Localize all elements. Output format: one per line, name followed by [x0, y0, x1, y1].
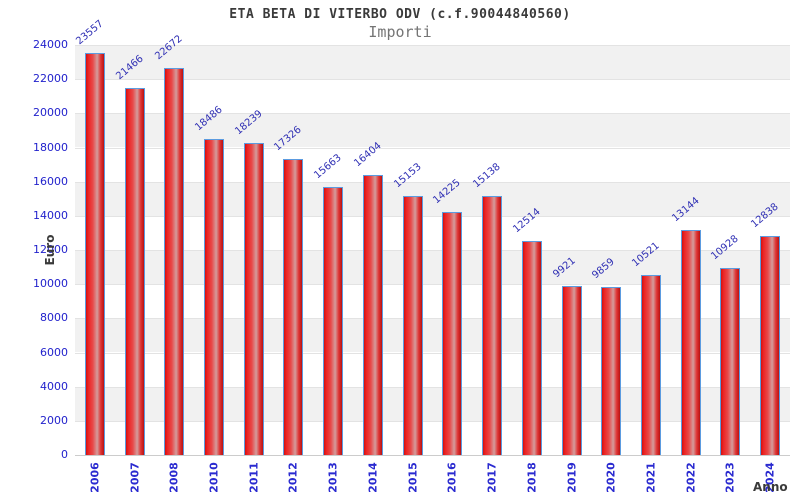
bar-2017 — [482, 196, 503, 455]
grid-band — [75, 352, 790, 387]
x-tick-label: 2011 — [247, 462, 261, 493]
chart-title: ETA BETA DI VITERBO ODV (c.f.90044840560… — [229, 7, 571, 22]
y-axis-title: Euro — [43, 234, 57, 266]
grid-band — [75, 250, 790, 285]
bar-2024 — [760, 235, 781, 455]
x-tick-label: 2008 — [167, 462, 181, 493]
grid-band — [75, 113, 790, 148]
y-tick-label: 10000 — [33, 277, 68, 291]
bar-2019 — [561, 285, 582, 455]
y-tick-label: 0 — [61, 448, 68, 461]
y-tick-label: 14000 — [33, 208, 68, 222]
bar-2012 — [283, 159, 304, 455]
x-tick-label: 2016 — [445, 462, 459, 493]
x-axis-title: Anno — [753, 480, 788, 494]
bar-2016 — [442, 212, 463, 455]
x-tick-label: 2020 — [604, 462, 618, 493]
bar-2020 — [601, 286, 622, 455]
grid-band — [75, 318, 790, 353]
bar-2010 — [204, 139, 225, 455]
y-tick-label: 6000 — [40, 345, 68, 359]
bar-2007 — [124, 88, 145, 455]
chart-subtitle: Importi — [368, 23, 432, 41]
x-tick-label: 2023 — [723, 462, 737, 493]
bar-2008 — [164, 67, 185, 455]
bar-2014 — [362, 174, 383, 455]
grid-band — [75, 45, 790, 80]
x-tick-label: 2021 — [644, 462, 658, 493]
y-tick-label: 18000 — [33, 140, 68, 154]
bar-2013 — [323, 187, 344, 455]
y-tick-label: 4000 — [40, 379, 68, 393]
grid-band — [75, 420, 790, 455]
x-tick-label: 2006 — [88, 462, 102, 493]
grid-band — [75, 79, 790, 114]
bar-2011 — [243, 143, 264, 455]
bar-2018 — [521, 241, 542, 455]
bar-2021 — [640, 275, 661, 455]
grid-band — [75, 181, 790, 216]
x-tick-label: 2014 — [366, 462, 380, 493]
y-tick-label: 12000 — [33, 243, 68, 256]
bar-2015 — [402, 196, 423, 455]
bar-2023 — [720, 268, 741, 455]
plot-area — [75, 45, 790, 456]
y-tick-label: 22000 — [33, 72, 68, 86]
y-tick-label: 24000 — [33, 38, 68, 51]
grid-band — [75, 215, 790, 250]
grid-band — [75, 284, 790, 319]
grid-band — [75, 386, 790, 421]
x-tick-label: 2012 — [286, 462, 300, 493]
y-tick-label: 20000 — [33, 106, 68, 120]
y-tick-label: 8000 — [40, 311, 68, 325]
x-tick-label: 2010 — [207, 462, 221, 493]
grid-band — [75, 147, 790, 182]
y-tick-label: 2000 — [40, 413, 68, 427]
x-tick-label: 2019 — [565, 462, 579, 493]
x-tick-label: 2013 — [326, 462, 340, 493]
bar-2022 — [680, 230, 701, 455]
bar-2006 — [84, 52, 105, 455]
x-tick-label: 2022 — [684, 462, 698, 493]
y-tick-label: 16000 — [33, 174, 68, 188]
x-tick-label: 2017 — [485, 462, 499, 493]
x-tick-label: 2007 — [128, 462, 142, 493]
x-tick-label: 2018 — [525, 462, 539, 493]
x-tick-label: 2015 — [406, 462, 420, 493]
